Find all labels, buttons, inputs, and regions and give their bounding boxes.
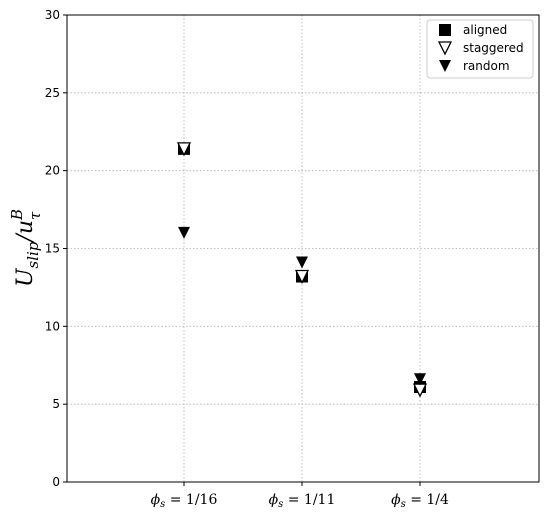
y-tick-label: 5 [52,397,60,411]
data-point-random [178,226,190,239]
grid [67,15,539,482]
x-tick-label: ϕs = 1/11 [269,492,336,510]
x-axis: ϕs = 1/16 ϕs = 1/11 ϕs = 1/4 [151,482,449,510]
legend-label: staggered [463,41,524,55]
data-point-random [296,256,308,269]
y-tick-label: 10 [45,319,60,333]
x-tick-label: ϕs = 1/4 [391,492,449,510]
y-tick-label: 25 [45,86,60,100]
legend-box [426,19,534,79]
legend-marker-staggered [437,41,453,56]
data-point-random [414,373,426,386]
data-points [176,142,428,398]
data-point-staggered [176,142,192,157]
y-tick-label: 0 [52,475,60,489]
y-tick-label: 15 [45,242,60,256]
y-axis-label: Uslip/uBτ [8,209,44,287]
y-axis: 0 5 10 15 20 25 30 [45,8,67,489]
y-tick-label: 30 [45,8,60,22]
y-tick-label: 20 [45,164,60,178]
x-tick-label: ϕs = 1/16 [151,492,218,510]
legend-marker-aligned [439,24,451,36]
data-point-staggered [294,269,310,284]
legend-label: random [463,59,510,73]
legend: aligned staggered random [426,19,534,79]
legend-label: aligned [463,23,507,37]
legend-marker-random [439,60,451,72]
